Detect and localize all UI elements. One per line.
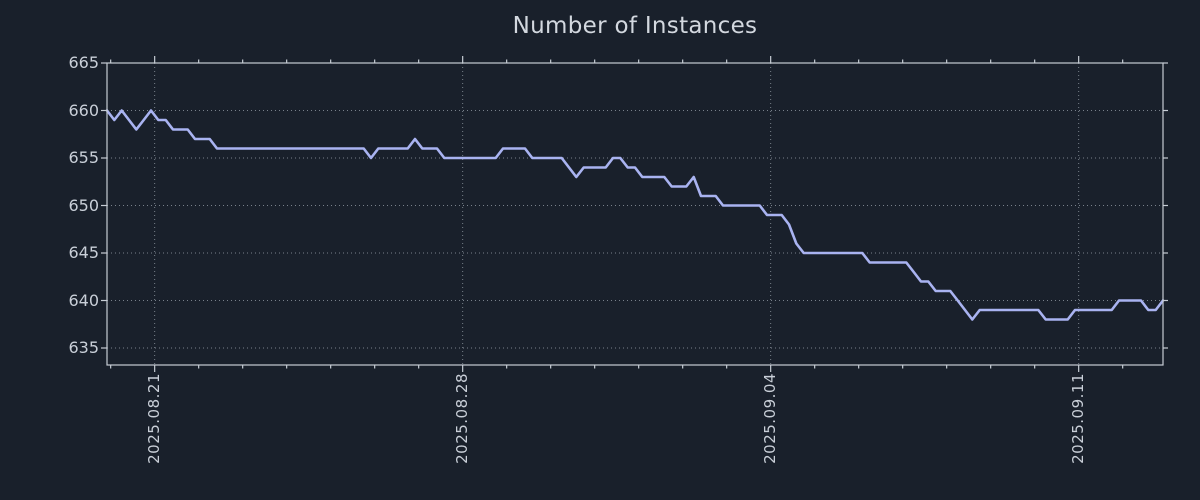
y-axis-tick-label: 660: [68, 100, 99, 120]
y-axis-tick-label: 665: [68, 53, 99, 72]
y-axis-tick-label: 640: [68, 290, 99, 310]
instances-series-line: [105, 109, 1165, 321]
y-axis-tick-label: 645: [68, 243, 99, 262]
x-axis-tick-label: 2025.08.28: [453, 373, 472, 464]
plot-border: [106, 62, 1164, 366]
y-axis-tick-label: 650: [68, 195, 99, 215]
x-axis-tick-label: 2025.08.21: [145, 373, 164, 464]
x-axis-tick-label: 2025.09.04: [761, 373, 780, 464]
chart-title: Number of Instances: [512, 13, 758, 39]
y-axis-tick-label: 655: [68, 148, 99, 167]
x-axis-tick-label: 2025.09.11: [1069, 373, 1088, 464]
y-axis-tick-label: 635: [68, 338, 99, 357]
